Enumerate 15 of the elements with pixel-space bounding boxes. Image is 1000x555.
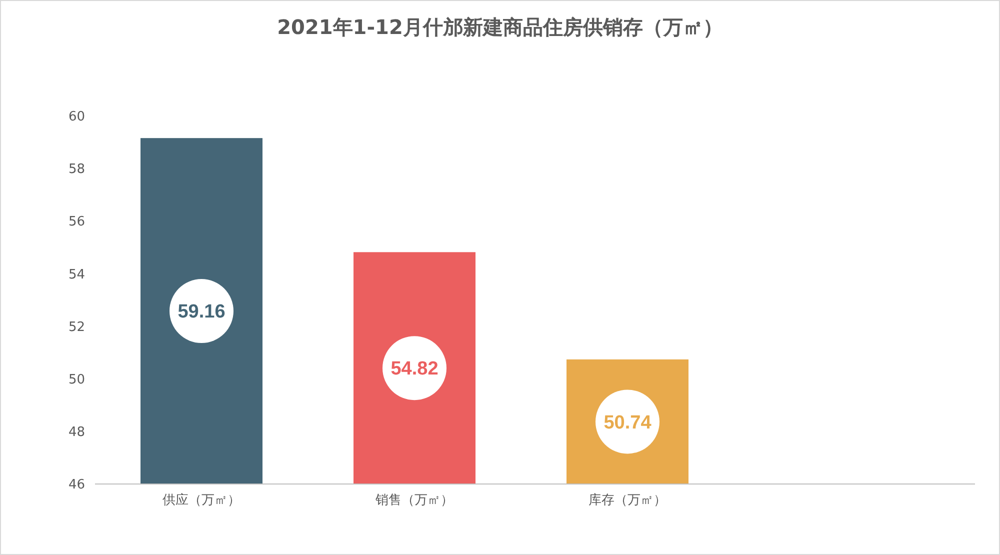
data-label: 54.82 [390, 358, 438, 380]
y-tick-label: 56 [68, 214, 85, 230]
y-tick-label: 60 [68, 110, 85, 125]
y-tick-label: 52 [68, 320, 85, 335]
chart-title: 2021年1-12月什邡新建商品住房供销存（万㎡） [277, 15, 723, 39]
data-label: 50.74 [604, 412, 652, 434]
y-tick-label: 54 [68, 267, 85, 282]
y-tick-label: 50 [68, 372, 85, 388]
x-tick-label: 供应（万㎡） [162, 492, 240, 508]
y-tick-label: 58 [68, 162, 85, 178]
y-tick-label: 46 [68, 478, 85, 493]
data-label: 59.16 [178, 302, 226, 323]
x-tick-label: 库存（万㎡） [588, 493, 666, 508]
y-tick-label: 48 [68, 424, 85, 440]
x-tick-label: 销售（万㎡） [374, 493, 454, 508]
